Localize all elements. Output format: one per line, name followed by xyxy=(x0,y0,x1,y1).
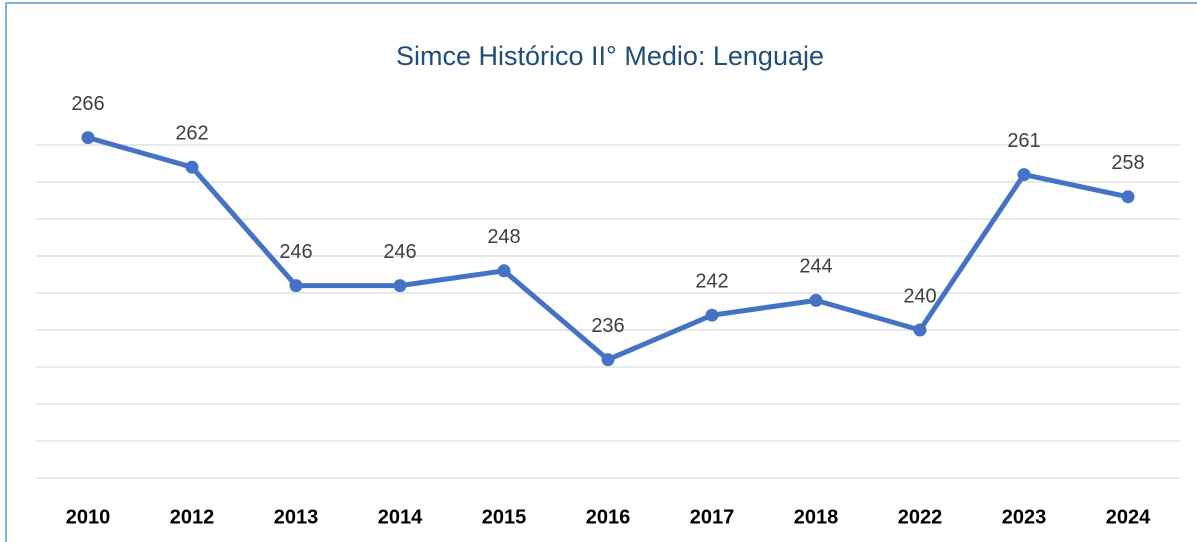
data-label: 262 xyxy=(175,122,208,144)
data-label: 266 xyxy=(71,93,104,115)
point xyxy=(185,160,199,174)
data-label: 248 xyxy=(487,226,520,248)
point xyxy=(393,279,407,293)
data-label: 236 xyxy=(591,315,624,337)
point xyxy=(497,264,511,278)
data-label: 244 xyxy=(799,256,832,278)
point xyxy=(913,323,927,337)
chart-title: Simce Histórico II° Medio: Lenguaje xyxy=(396,41,824,71)
data-label: 258 xyxy=(1111,152,1144,174)
data-label: 261 xyxy=(1007,130,1040,152)
point xyxy=(1121,190,1135,204)
point xyxy=(601,353,615,367)
point xyxy=(81,131,95,145)
x-tick-label: 2015 xyxy=(482,506,527,528)
x-tick-label: 2022 xyxy=(898,506,943,528)
x-tick-label: 2013 xyxy=(274,506,319,528)
data-label: 242 xyxy=(695,270,728,292)
point xyxy=(809,293,823,307)
x-tick-label: 2016 xyxy=(586,506,631,528)
x-tick-label: 2017 xyxy=(690,506,735,528)
x-tick-label: 2023 xyxy=(1002,506,1047,528)
x-tick-label: 2012 xyxy=(170,506,215,528)
x-tick-label: 2024 xyxy=(1106,506,1151,528)
x-tick-label: 2018 xyxy=(794,506,839,528)
data-label: 246 xyxy=(383,241,416,263)
data-label: 246 xyxy=(279,241,312,263)
x-tick-label: 2010 xyxy=(66,506,111,528)
point xyxy=(289,279,303,293)
frame xyxy=(5,2,1197,542)
point xyxy=(1017,168,1031,182)
x-tick-label: 2014 xyxy=(378,506,423,528)
data-label: 240 xyxy=(903,285,936,307)
point xyxy=(705,308,719,322)
